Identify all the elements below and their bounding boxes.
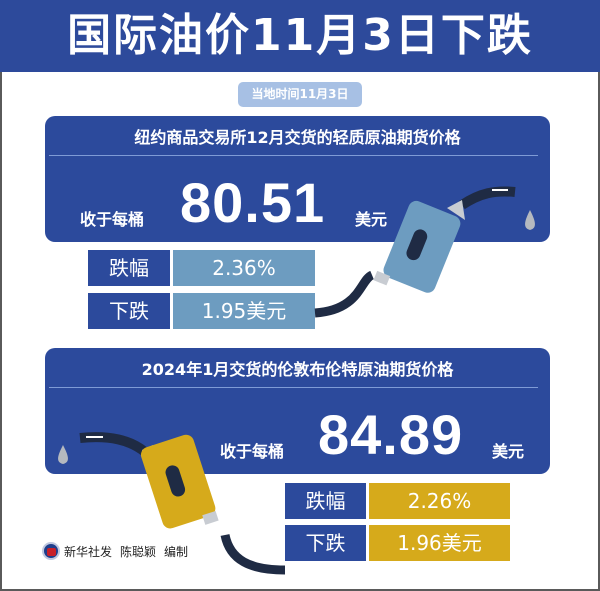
- footer-role: 编制: [164, 544, 189, 559]
- footer-source: 新华社发: [64, 544, 113, 559]
- wti-heading: 纽约商品交易所12月交货的轻质原油期货价格: [134, 128, 461, 147]
- brent-row-value: 1.96美元: [369, 525, 510, 561]
- wti-row-value: 2.36%: [173, 250, 315, 286]
- brent-unit: 美元: [492, 442, 525, 461]
- footer-credit: 新华社发 陈聪颖 编制: [42, 542, 188, 560]
- brent-row-label: 下跌: [285, 525, 366, 561]
- brent-close-label: 收于每桶: [220, 442, 285, 461]
- footer-author: 陈聪颖: [120, 544, 157, 559]
- wti-row-value: 1.95美元: [173, 293, 315, 329]
- divider: [49, 387, 538, 388]
- divider: [49, 155, 538, 156]
- wti-row-label: 下跌: [88, 293, 170, 329]
- brent-price: 84.89: [318, 403, 464, 466]
- brent-heading: 2024年1月交货的伦敦布伦特原油期货价格: [141, 360, 454, 379]
- xinhua-logo-icon: [42, 542, 60, 560]
- date-badge: 当地时间11月3日: [238, 82, 362, 107]
- wti-row-label: 跌幅: [88, 250, 170, 286]
- brent-card: 2024年1月交货的伦敦布伦特原油期货价格 收于每桶 84.89 美元: [45, 348, 550, 474]
- brent-row-value: 2.26%: [369, 483, 510, 519]
- page-title: 国际油价11月3日下跌: [0, 0, 600, 72]
- wti-card: 纽约商品交易所12月交货的轻质原油期货价格 收于每桶 80.51 美元: [45, 116, 550, 242]
- wti-close-label: 收于每桶: [80, 210, 145, 229]
- wti-price: 80.51: [180, 171, 326, 234]
- wti-unit: 美元: [355, 210, 388, 229]
- brent-row-label: 跌幅: [285, 483, 366, 519]
